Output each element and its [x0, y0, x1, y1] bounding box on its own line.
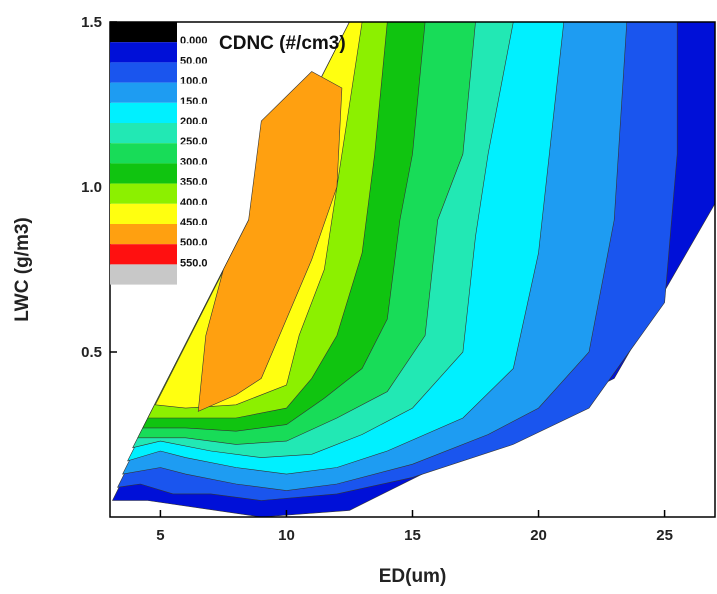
legend-label-bg — [177, 124, 215, 143]
legend-swatch — [110, 82, 177, 103]
legend-swatch — [110, 42, 177, 63]
legend-swatch — [110, 123, 177, 144]
y-tick-label: 1.5 — [81, 14, 102, 31]
legend-swatch — [110, 102, 177, 123]
legend-label-bg — [177, 184, 215, 203]
legend-swatch — [110, 22, 177, 43]
x-tick-label: 10 — [278, 527, 295, 544]
legend-label-bg — [177, 164, 215, 183]
legend-title: CDNC (#/cm3) — [219, 33, 346, 54]
legend-label-bg — [177, 43, 215, 62]
legend-swatch — [110, 203, 177, 224]
legend-swatch — [110, 143, 177, 164]
y-axis-title: LWC (g/m3) — [12, 217, 33, 322]
legend-label-bg — [177, 23, 215, 42]
legend-swatch — [110, 244, 177, 265]
legend-label-bg — [177, 144, 215, 163]
legend-label-bg — [177, 83, 215, 102]
legend-swatch — [110, 163, 177, 184]
legend-swatch — [110, 264, 177, 285]
contour-regions — [112, 21, 716, 518]
legend: 0.00050.00100.0150.0200.0250.0300.0350.0… — [110, 22, 215, 285]
legend-label-bg — [177, 225, 215, 244]
contour-region-9 — [197, 71, 343, 412]
legend-swatch — [110, 183, 177, 204]
x-tick-label: 25 — [656, 527, 673, 544]
legend-label-bg — [177, 204, 215, 223]
legend-swatch — [110, 62, 177, 83]
y-tick-label: 0.5 — [81, 344, 102, 361]
legend-label-bg — [177, 245, 215, 264]
legend-swatch — [110, 224, 177, 245]
legend-label: 550.0 — [180, 257, 208, 269]
x-tick-label: 5 — [156, 527, 164, 544]
x-tick-label: 20 — [530, 527, 547, 544]
legend-label-bg — [177, 103, 215, 122]
y-tick-label: 1.0 — [81, 179, 102, 196]
x-tick-label: 15 — [404, 527, 421, 544]
legend-label-bg — [177, 63, 215, 82]
x-axis-title: ED(um) — [379, 566, 447, 587]
